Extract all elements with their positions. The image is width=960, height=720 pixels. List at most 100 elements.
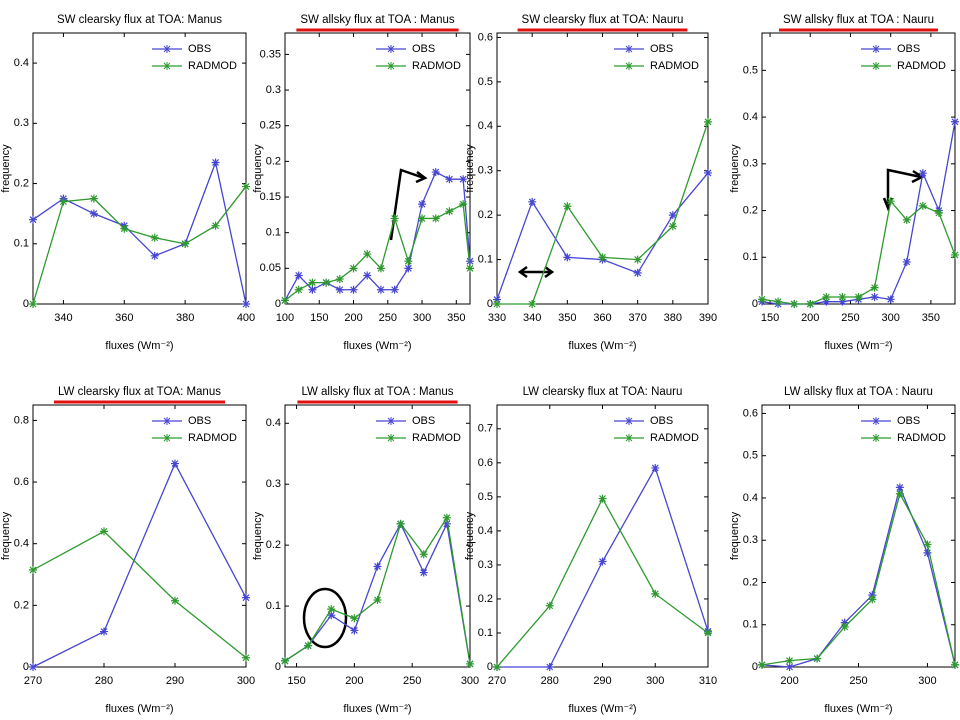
point-marker [806, 300, 815, 308]
point-marker [651, 589, 660, 598]
point-marker [923, 548, 932, 557]
y-tick-label: 0.6 [478, 31, 493, 43]
legend-label: OBS [650, 415, 673, 427]
legend-label: RADMOD [188, 60, 237, 72]
series-line [32, 530, 247, 659]
point-marker [100, 527, 108, 536]
point-marker [528, 300, 537, 308]
x-tick-label: 300 [918, 675, 936, 687]
y-tick-label: 0.4 [266, 417, 281, 429]
legend-label: OBS [897, 43, 920, 55]
point-marker [923, 540, 932, 549]
point-marker [29, 565, 37, 574]
plot-frame [761, 32, 956, 305]
plot-frame [32, 32, 247, 305]
x-tick-label: 380 [664, 312, 682, 324]
x-axis-label: fluxes (Wm⁻²) [343, 340, 411, 352]
point-marker [668, 222, 677, 231]
point-marker [822, 297, 831, 306]
y-tick-label: 0.4 [14, 57, 29, 69]
point-marker [895, 489, 904, 498]
legend-marker [163, 434, 171, 442]
y-axis-label: frequency [0, 144, 12, 193]
point-marker [29, 663, 37, 671]
point-marker [466, 264, 474, 273]
x-tick-label: 270 [488, 675, 506, 687]
y-tick-label: 0.3 [478, 165, 493, 177]
y-tick-label: 0.35 [260, 48, 281, 60]
legend-label: RADMOD [188, 432, 237, 444]
point-marker [704, 168, 712, 177]
y-tick-label: 0.6 [478, 457, 493, 469]
y-tick-label: 0 [275, 661, 281, 673]
y-tick-label: 0 [275, 298, 281, 310]
point-marker [390, 285, 399, 294]
legend-marker [625, 45, 633, 53]
point-marker [350, 626, 359, 635]
y-tick-label: 0.2 [478, 593, 493, 605]
legend-marker [872, 45, 880, 53]
x-tick-label: 200 [344, 312, 362, 324]
y-axis-label: frequency [464, 511, 476, 560]
legend-label: OBS [412, 415, 435, 427]
y-tick-label: 0 [23, 661, 29, 673]
point-marker [774, 297, 783, 306]
point-marker [171, 459, 179, 468]
point-marker [870, 283, 879, 292]
legend-label: OBS [412, 43, 435, 55]
y-tick-label: 0.5 [478, 491, 493, 503]
point-marker [418, 200, 427, 209]
y-tick-label: 0.2 [743, 204, 758, 216]
point-marker [813, 654, 822, 663]
x-tick-label: 200 [345, 675, 363, 687]
point-marker [390, 214, 399, 223]
x-tick-label: 270 [24, 675, 42, 687]
point-marker [934, 208, 943, 217]
series-line [496, 172, 709, 300]
point-marker [120, 224, 129, 233]
point-marker [902, 257, 911, 266]
point-marker [951, 660, 959, 669]
chart-title: SW clearsky flux at TOA: Manus [57, 14, 222, 26]
legend-marker [625, 434, 633, 442]
plot-frame [284, 404, 471, 668]
point-marker [418, 214, 427, 223]
point-marker [442, 519, 451, 528]
y-tick-label: 0.4 [743, 111, 758, 123]
y-tick-label: 0.1 [743, 251, 758, 263]
x-tick-label: 280 [541, 675, 559, 687]
point-marker [350, 614, 359, 623]
y-tick-label: 0.3 [743, 158, 758, 170]
point-marker [822, 292, 831, 301]
chart-title: LW clearsky flux at TOA: Manus [58, 386, 221, 398]
y-tick-label: 0.8 [14, 414, 29, 426]
chart-title: LW allsky flux at TOA : Manus [301, 386, 453, 398]
point-marker [838, 297, 847, 306]
point-marker [633, 255, 642, 264]
x-tick-label: 340 [54, 312, 72, 324]
point-marker [349, 264, 358, 273]
y-axis-label: frequency [464, 144, 476, 193]
x-axis-label: fluxes (Wm⁻²) [568, 340, 636, 352]
point-marker [445, 207, 454, 216]
y-tick-label: 0.2 [14, 599, 29, 611]
point-marker [308, 278, 317, 287]
legend-marker [163, 62, 171, 70]
point-marker [868, 595, 877, 604]
y-tick-label: 0 [23, 298, 29, 310]
legend-label: OBS [188, 415, 211, 427]
point-marker [459, 200, 468, 209]
legend-box [372, 411, 466, 449]
x-tick-label: 150 [761, 312, 779, 324]
point-marker [868, 591, 877, 600]
legend-box [610, 39, 704, 77]
x-tick-label: 300 [881, 312, 899, 324]
legend-label: RADMOD [650, 432, 699, 444]
series-line [496, 497, 709, 668]
legend-marker [387, 417, 395, 425]
point-marker [886, 295, 895, 304]
arrow [886, 168, 922, 207]
x-tick-label: 390 [699, 312, 717, 324]
point-marker [100, 627, 108, 636]
point-marker [59, 197, 68, 206]
